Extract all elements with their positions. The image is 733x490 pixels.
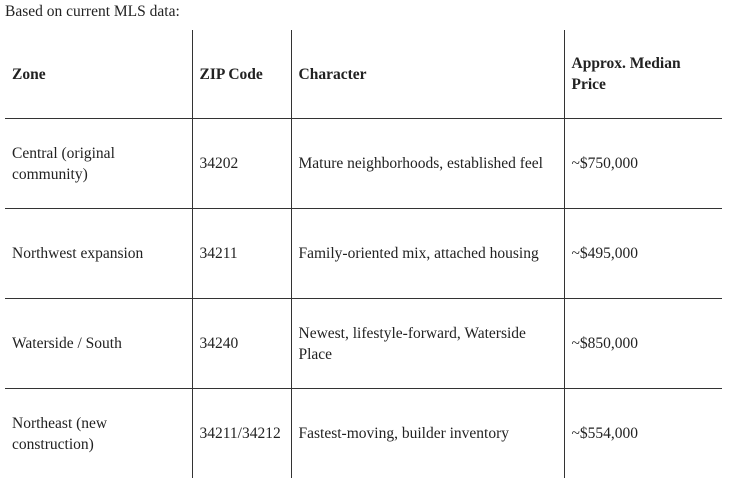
table-cell: Central (original community) <box>5 118 192 209</box>
table-row: Northwest expansion 34211 Family-oriented … <box>5 208 722 299</box>
table-cell: 34211 <box>191 208 291 299</box>
table-cell: 34240 <box>191 298 291 389</box>
table-cell: 34202 <box>191 118 291 209</box>
table-row: Waterside / South 34240 Newest, lifestyle-… <box>5 298 722 389</box>
header-cell: Approx. Median Price <box>563 30 722 119</box>
header-row: Zone ZIP Code Character Approx. Median Pric… <box>5 30 722 119</box>
table-cell: Mature neighborhoods, established feel <box>290 118 564 209</box>
header-cell: Zone <box>5 30 192 119</box>
table-cell: Northeast (new construction) <box>12 414 108 453</box>
intro-text: Based on current MLS data: <box>5 3 180 20</box>
table-cell: Newest, lifestyle-forward, Waterside Pla… <box>290 298 564 389</box>
table-cell: 34211/34212 <box>191 388 291 478</box>
table-cell: Northwest expansion <box>5 208 192 299</box>
header-cell: ZIP Code <box>191 30 291 119</box>
table-cell: ~$750,000 <box>563 118 722 209</box>
table-body: Central (original community) 34202 Mature … <box>5 118 722 478</box>
header-cell: Character <box>290 30 564 119</box>
table-cell: ~$554,000 <box>563 388 722 478</box>
table-row: Northeast (new construction) 34211/34212 F… <box>5 388 722 478</box>
table-cell: ~$850,000 <box>563 298 722 389</box>
table-cell: Waterside / South <box>5 298 192 389</box>
table-cell: Family-oriented mix, attached housing <box>290 208 564 299</box>
table-row: Central (original community) 34202 Mature … <box>5 118 722 209</box>
table-cell: Fastest-moving, builder inventory <box>290 388 564 478</box>
data-table: Zone ZIP Code Character Approx. Median Pric… <box>5 30 722 478</box>
table-cell: ~$495,000 <box>563 208 722 299</box>
